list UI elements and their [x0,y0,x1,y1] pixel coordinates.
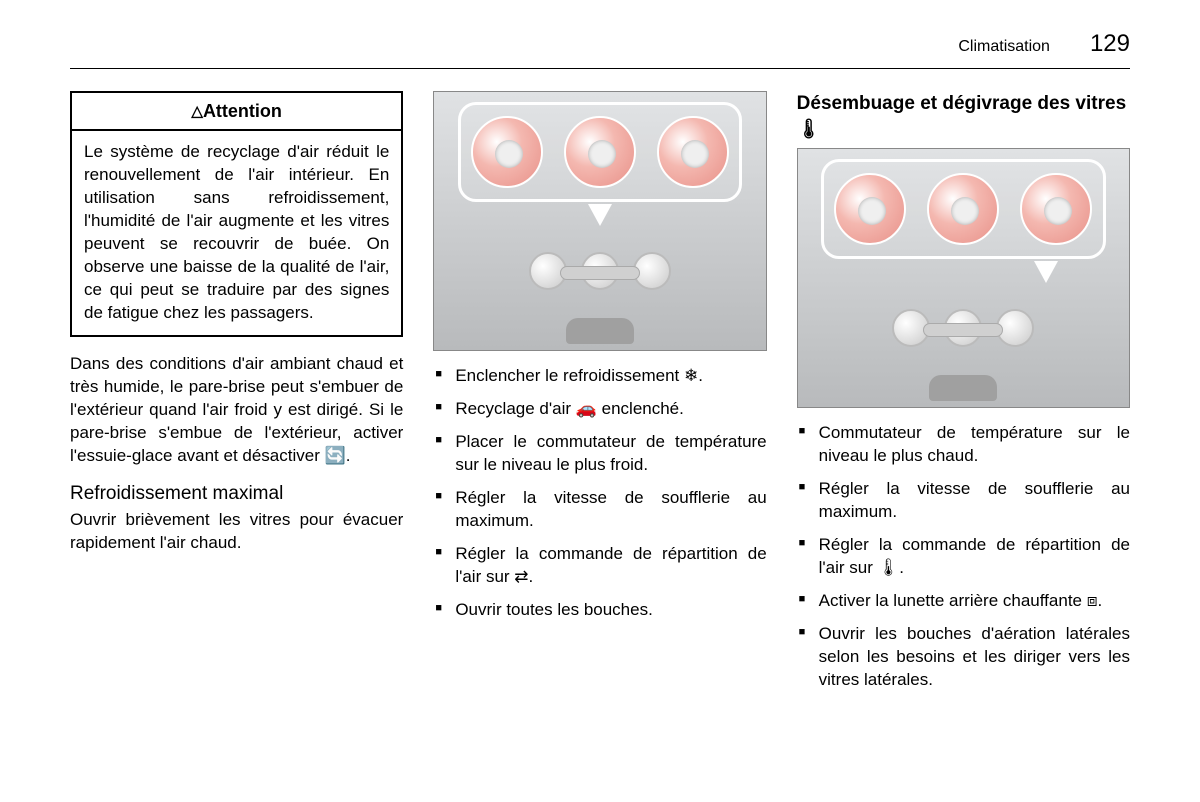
button-strip [923,323,1003,337]
demist-steps-list: Commutateur de température sur le niveau… [797,422,1130,691]
column-3: Désembuage et dégivrage des vitres 🌡 Com… [797,91,1130,702]
list-item: Régler la commande de répartition de l'a… [433,543,766,589]
dial-panel [458,102,743,202]
list-item: Régler la commande de répartition de l'a… [797,534,1130,580]
list-item: Ouvrir les bouches d'aération latérales … [797,623,1130,692]
attention-label: Attention [203,101,282,121]
climate-control-figure-cooling [433,91,766,351]
mode-dial [1020,173,1092,245]
fan-dial [564,116,636,188]
warning-icon: △ [191,103,203,120]
page-number: 129 [1090,30,1130,58]
content-columns: △Attention Le système de recyclage d'air… [70,91,1130,702]
column-1: △Attention Le système de recyclage d'air… [70,91,403,702]
cooling-steps-list: Enclencher le refroidissement ❄. Recycla… [433,365,766,621]
list-item: Activer la lunette arrière chauffante ⧈. [797,590,1130,613]
button-strip [560,266,640,280]
max-cooling-heading: Refroidissement maximal [70,481,403,507]
attention-header: △Attention [72,93,401,131]
mode-dial [657,116,729,188]
max-cooling-text: Ouvrir brièvement les vitres pour évacue… [70,509,403,555]
list-item: Ouvrir toutes les bouches. [433,599,766,622]
section-title: Climatisation [958,38,1050,56]
page-header: Climatisation 129 [70,30,1130,69]
column-2: Enclencher le refroidissement ❄. Recycla… [433,91,766,702]
list-item: Commutateur de température sur le niveau… [797,422,1130,468]
list-item: Recyclage d'air 🚗 enclenché. [433,398,766,421]
list-item: Régler la vitesse de soufflerie au maxim… [433,487,766,533]
list-item: Placer le commutateur de température sur… [433,431,766,477]
ambient-para: Dans des conditions d'air ambiant chaud … [70,353,403,468]
callout-pointer-icon [588,204,612,226]
list-item: Régler la vitesse de soufflerie au maxim… [797,478,1130,524]
climate-control-figure-demist [797,148,1130,408]
temperature-dial [834,173,906,245]
lower-vent [566,318,634,344]
demist-heading: Désembuage et dégivrage des vitres 🌡 [797,91,1130,142]
temperature-dial [471,116,543,188]
dial-panel [821,159,1106,259]
fan-dial [927,173,999,245]
attention-body: Le système de recyclage d'air réduit le … [72,131,401,335]
lower-vent [929,375,997,401]
callout-pointer-icon [1034,261,1058,283]
attention-box: △Attention Le système de recyclage d'air… [70,91,403,337]
list-item: Enclencher le refroidissement ❄. [433,365,766,388]
